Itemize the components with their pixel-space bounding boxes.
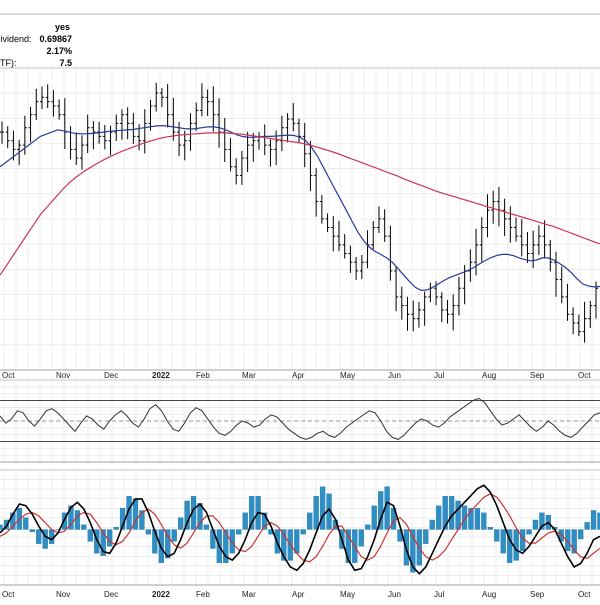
x-tick-label: 2022	[152, 371, 170, 380]
histogram-bar	[301, 530, 306, 535]
x-tick-label: Oct	[2, 590, 15, 599]
info-value: 0.69867	[2, 34, 72, 44]
histogram-bar	[423, 530, 428, 544]
x-tick-label: Jun	[388, 371, 401, 380]
histogram-bar	[75, 510, 80, 529]
info-value: 2.17%	[2, 46, 72, 56]
histogram-bar	[236, 530, 241, 535]
x-tick-label: Sep	[530, 590, 545, 599]
histogram-bar	[578, 530, 583, 540]
histogram-bar	[204, 525, 209, 530]
histogram-bar	[481, 513, 486, 530]
info-panel: : yes Dividend: 0.69867 2.17% ETF): 7.5	[0, 22, 80, 68]
histogram-bar	[436, 506, 441, 530]
histogram-bar	[30, 530, 35, 532]
histogram-bar	[172, 530, 177, 542]
histogram-bar	[372, 506, 377, 530]
x-tick-label: Mar	[242, 590, 256, 599]
grid-lines	[0, 68, 600, 585]
histogram-bar	[430, 520, 435, 530]
info-value: yes	[0, 22, 70, 32]
histogram-bar	[307, 513, 312, 530]
histogram-bar	[114, 527, 119, 529]
x-tick-label: May	[340, 371, 355, 380]
histogram-bar	[365, 525, 370, 530]
x-tick-label: Apr	[292, 371, 305, 380]
histogram-bar	[294, 530, 299, 554]
histogram-bar	[585, 522, 590, 529]
price-panel	[0, 83, 600, 343]
x-tick-label: Jul	[434, 590, 444, 599]
histogram-bar	[314, 496, 319, 529]
histogram-bar	[533, 520, 538, 530]
histogram-bar	[36, 530, 41, 544]
x-tick-label: Feb	[196, 590, 210, 599]
histogram-bar	[49, 530, 54, 544]
x-tick-label: Aug	[482, 590, 496, 599]
x-tick-label: Oct	[2, 371, 15, 380]
x-tick-label: Jul	[434, 371, 444, 380]
histogram-bar	[23, 518, 28, 530]
x-tick-label: Feb	[196, 371, 210, 380]
histogram-bar	[456, 501, 461, 530]
x-tick-label: Mar	[242, 371, 256, 380]
oscillator-line	[0, 398, 600, 439]
histogram-bar	[514, 530, 519, 561]
histogram-bar	[146, 530, 151, 535]
histogram-bar	[475, 508, 480, 529]
x-tick-label: Nov	[56, 371, 70, 380]
x-tick-label: May	[340, 590, 355, 599]
histogram-bar	[494, 530, 499, 542]
histogram-bar	[488, 527, 493, 529]
x-tick-label: Dec	[104, 371, 118, 380]
histogram-bar	[81, 525, 86, 530]
histogram-bar	[320, 487, 325, 530]
x-tick-label: Oct	[578, 590, 591, 599]
oscillator-panel	[0, 398, 600, 441]
histogram-bar	[0, 525, 3, 530]
x-tick-label: 2022	[152, 590, 170, 599]
histogram-bar	[527, 530, 532, 535]
histogram-bar	[449, 496, 454, 529]
x-axis-ticks: Oct Nov Dec 2022 Feb Mar Apr May Jun Jul Aug Sep Oct…	[2, 371, 591, 599]
panel-frames	[0, 14, 600, 585]
histogram-bar	[359, 530, 364, 547]
x-tick-label: Apr	[292, 590, 305, 599]
histogram-bar	[88, 530, 93, 542]
histogram-bar	[178, 518, 183, 530]
x-tick-label: Oct	[578, 371, 591, 380]
histogram-bar	[520, 530, 525, 551]
info-value: 7.5	[2, 58, 72, 68]
x-tick-label: Sep	[530, 371, 545, 380]
x-tick-label: Aug	[482, 371, 496, 380]
x-tick-label: Jun	[388, 590, 401, 599]
moving-average-long-line	[0, 133, 600, 275]
histogram-bar	[501, 530, 506, 554]
histogram-bar	[107, 530, 112, 547]
histogram-bar	[591, 510, 596, 529]
histogram-bar	[243, 513, 248, 530]
x-tick-label: Nov	[56, 590, 70, 599]
x-tick-label: Dec	[104, 590, 118, 599]
